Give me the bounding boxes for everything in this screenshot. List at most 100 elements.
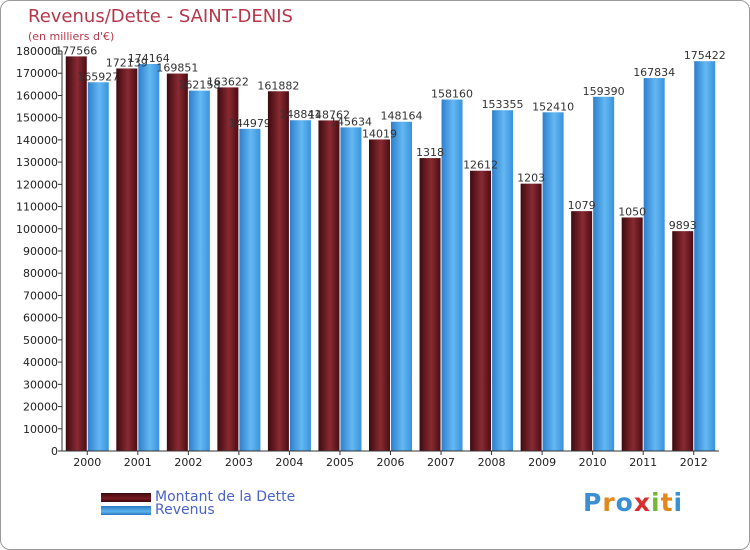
bar-revenus <box>289 120 311 452</box>
bar-dette <box>369 139 390 451</box>
y-tick-label: 160000 <box>16 89 58 102</box>
logo-letter: P <box>583 488 603 517</box>
bar-dette <box>672 231 694 451</box>
x-tick-label: 2000 <box>73 456 101 469</box>
chart-title: Revenus/Dette - SAINT-DENIS <box>28 6 293 27</box>
data-label-dette: 9893 <box>669 219 697 232</box>
x-tick-label: 2011 <box>629 456 657 469</box>
x-tick-label: 2008 <box>478 456 506 469</box>
x-tick-label: 2002 <box>174 456 202 469</box>
y-tick-label: 180000 <box>16 45 58 58</box>
bar-revenus <box>87 82 109 452</box>
x-tick-label: 2007 <box>427 456 455 469</box>
bar-revenus <box>643 78 665 451</box>
data-label-revenus: 148164 <box>381 110 423 123</box>
legend-label-dette: Montant de la Dette <box>155 489 296 505</box>
data-label-dette: 161882 <box>257 79 299 92</box>
logo-letter: i <box>673 488 684 517</box>
x-tick-label: 2004 <box>275 456 303 469</box>
logo-letter: t <box>660 488 674 517</box>
x-tick-label: 2010 <box>579 456 607 469</box>
data-label-dette: 177566 <box>55 44 97 57</box>
legend-item-dette: Montant de la Dette <box>101 489 295 505</box>
y-tick-label: 140000 <box>16 134 58 147</box>
bar-revenus <box>492 110 514 451</box>
data-label-dette: 172139 <box>106 56 148 69</box>
y-tick-label: 130000 <box>16 156 58 169</box>
x-tick-label: 2012 <box>680 456 708 469</box>
data-label-revenus: 153355 <box>482 98 524 111</box>
y-tick-label: 170000 <box>16 67 58 80</box>
bar-dette <box>217 87 239 451</box>
y-tick-label: 20000 <box>23 401 58 414</box>
bar-dette <box>65 56 87 452</box>
data-label-revenus: 152410 <box>532 100 574 113</box>
bar-revenus <box>188 90 210 451</box>
bar-revenus <box>441 99 463 452</box>
bar-revenus <box>138 63 160 452</box>
x-tick-label: 2001 <box>124 456 152 469</box>
bar-dette <box>267 91 289 452</box>
legend-swatch-dette <box>101 492 151 502</box>
data-label-revenus: 162158 <box>178 79 220 92</box>
y-tick-label: 40000 <box>23 356 58 369</box>
y-tick-label: 110000 <box>16 201 58 214</box>
bar-dette <box>166 73 188 451</box>
data-label-dette: 1203 <box>517 172 545 185</box>
data-label-dette: 1318 <box>416 146 444 159</box>
bar-dette <box>419 158 441 452</box>
data-label-dette: 12612 <box>463 159 498 172</box>
y-tick-label: 60000 <box>23 312 58 325</box>
data-label-dette: 169851 <box>156 62 198 75</box>
bar-revenus <box>694 61 716 451</box>
data-label-revenus: 165927 <box>77 70 119 83</box>
y-tick-label: 80000 <box>23 267 58 280</box>
x-tick-label: 2003 <box>225 456 253 469</box>
data-label-revenus: 144979 <box>229 117 271 130</box>
bar-dette <box>520 183 542 451</box>
bar-revenus <box>593 96 615 452</box>
bar-dette <box>318 120 340 451</box>
data-label-revenus: 159390 <box>583 85 625 98</box>
chart-subtitle: (en milliers d'€) <box>28 30 115 43</box>
y-tick-label: 100000 <box>16 223 58 236</box>
bar-revenus <box>391 121 412 451</box>
bar-dette <box>470 170 492 451</box>
data-label-dette: 1050 <box>618 205 646 218</box>
y-tick-label: 90000 <box>23 245 58 258</box>
logo-letter: i <box>651 488 661 517</box>
proxiti-logo: Proxiti <box>583 488 683 517</box>
bar-revenus <box>340 127 362 451</box>
logo-letter: x <box>633 488 651 517</box>
y-tick-label: 120000 <box>16 178 58 191</box>
logo-letter: o <box>615 488 634 517</box>
legend-label-revenus: Revenus <box>155 502 215 518</box>
y-tick-label: 50000 <box>23 334 58 347</box>
data-label-revenus: 148841 <box>279 108 321 121</box>
data-label-revenus: 145634 <box>330 115 372 128</box>
y-tick-label: 10000 <box>23 423 58 436</box>
data-label-revenus: 158160 <box>431 88 473 101</box>
data-label-dette: 14019 <box>362 127 397 140</box>
bar-revenus <box>239 128 261 451</box>
data-label-revenus: 174164 <box>128 52 170 65</box>
y-tick-label: 70000 <box>23 289 58 302</box>
logo-letter: r <box>602 488 616 517</box>
bar-dette <box>571 211 593 451</box>
x-tick-label: 2009 <box>528 456 556 469</box>
data-label-dette: 148762 <box>308 108 350 121</box>
data-label-dette: 1079 <box>568 199 596 212</box>
bar-revenus <box>542 112 564 452</box>
bar-dette <box>621 217 643 451</box>
x-tick-label: 2006 <box>377 456 405 469</box>
bar-dette <box>116 68 138 452</box>
legend-item-revenus: Revenus <box>101 502 215 518</box>
data-label-dette: 163622 <box>207 75 249 88</box>
x-tick-label: 2005 <box>326 456 354 469</box>
data-label-revenus: 175422 <box>684 49 726 62</box>
legend-swatch-revenus <box>101 505 151 515</box>
y-tick-label: 150000 <box>16 112 58 125</box>
y-tick-label: 30000 <box>23 378 58 391</box>
